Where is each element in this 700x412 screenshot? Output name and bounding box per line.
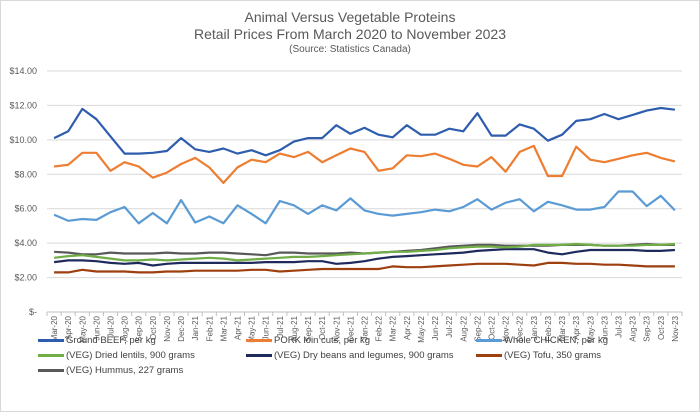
x-tick-label: Jul-23 [615,315,624,337]
x-tick-label: May-20 [78,315,87,342]
x-tick-label: Feb-22 [375,315,384,341]
chart-subtitle: Retail Prices From March 2020 to Novembe… [193,26,507,42]
x-tick-label: May-22 [417,315,426,342]
legend-item: PORK loin cuts, per kg [246,335,370,346]
x-tick-label: Nov-22 [502,315,511,341]
x-tick-label: Mar-22 [389,315,398,341]
x-tick-label: Nov-23 [671,315,680,341]
series-line-4 [53,248,675,267]
y-tick-label: $10.00 [9,135,37,145]
x-tick-label: Feb-21 [205,315,214,341]
x-tick-label: Aug-23 [629,315,638,341]
x-tick-label: Apr-23 [572,315,581,340]
x-tick-label: Oct-23 [657,315,666,340]
x-tick-label: Aug-20 [121,315,130,341]
x-tick-label: Oct-21 [318,315,327,340]
x-tick-label: May-21 [248,315,257,342]
legend-swatch [246,354,272,357]
x-tick-label: Jul-22 [445,315,454,337]
x-tick-label: May-23 [586,315,595,342]
legend-label: (VEG) Hummus, 227 grams [66,365,184,376]
x-tick-label: Apr-20 [64,315,73,340]
series-line-0 [53,106,676,157]
x-tick-label: Dec-22 [516,315,525,341]
y-tick-label: $2.00 [14,273,37,283]
y-tick-label: $4.00 [14,238,37,248]
x-tick-label: Aug-22 [459,315,468,341]
series-line-1 [53,144,676,184]
x-tick-label: Jun-22 [431,315,440,340]
legend-label: Ground BEEF, per kg [66,335,156,346]
legend-swatch [38,369,64,372]
x-tick-label: Jul-21 [276,315,285,337]
legend-item: (VEG) Dry beans and legumes, 900 grams [246,350,454,361]
x-tick-label: Mar-23 [558,315,567,341]
legend-label: PORK loin cuts, per kg [274,335,371,346]
legend-label: Whole CHICKEN, per kg [504,335,609,346]
x-tick-label: Dec-21 [346,315,355,341]
x-tick-label: Sep-22 [473,315,482,341]
x-tick-label: Sep-23 [643,315,652,341]
legend-swatch [246,339,272,342]
x-tick-label: Jan-22 [361,315,370,340]
series-line-3 [53,242,675,262]
legend-label: (VEG) Dried lentils, 900 grams [66,350,195,361]
x-tick-label: Oct-22 [488,315,497,340]
legend-swatch [38,354,64,357]
x-tick-label: Jan-23 [530,315,539,340]
x-tick-label: Jan-21 [191,315,200,340]
y-tick-label: $- [29,307,37,317]
y-tick-label: $14.00 [9,66,37,76]
legend-item: (VEG) Tofu, 350 grams [476,350,601,361]
x-tick-label: Nov-21 [332,315,341,341]
x-tick-label: Sep-20 [135,315,144,341]
x-tick-label: Oct-20 [149,315,158,340]
x-tick-label: Feb-23 [544,315,553,341]
legend-item: (VEG) Hummus, 227 grams [38,365,183,376]
legend-swatch [38,339,64,342]
x-tick-label: Aug-21 [290,315,299,341]
x-tick-label: Sep-21 [304,315,313,341]
series-line-5 [54,261,675,274]
legend-item: Whole CHICKEN, per kg [476,335,608,346]
chart-source: (Source: Statistics Canada) [289,44,411,55]
x-tick-label: Apr-22 [403,315,412,340]
x-tick-label: Mar-21 [219,315,228,341]
legend-label: (VEG) Tofu, 350 grams [504,350,601,361]
x-tick-label: Jun-20 [92,315,101,340]
x-tick-label: Jun-23 [600,315,609,340]
y-tick-label: $12.00 [9,100,37,110]
y-tick-label: $8.00 [14,169,37,179]
x-tick-label: Mar-20 [50,315,59,341]
x-tick-label: Nov-20 [163,315,172,341]
legend-swatch [476,354,502,357]
x-tick-label: Jun-21 [262,315,271,340]
legend-item: (VEG) Dried lentils, 900 grams [38,350,195,361]
chart-title: Animal Versus Vegetable Proteins [244,9,456,25]
x-tick-label: Apr-21 [234,315,243,340]
legend-swatch [476,339,502,342]
legend-label: (VEG) Dry beans and legumes, 900 grams [274,350,454,361]
series-line-2 [53,190,676,225]
x-tick-label: Jul-20 [107,315,116,337]
y-tick-label: $6.00 [14,204,37,214]
legend-item: Ground BEEF, per kg [38,335,156,346]
x-tick-label: Dec-20 [177,315,186,341]
